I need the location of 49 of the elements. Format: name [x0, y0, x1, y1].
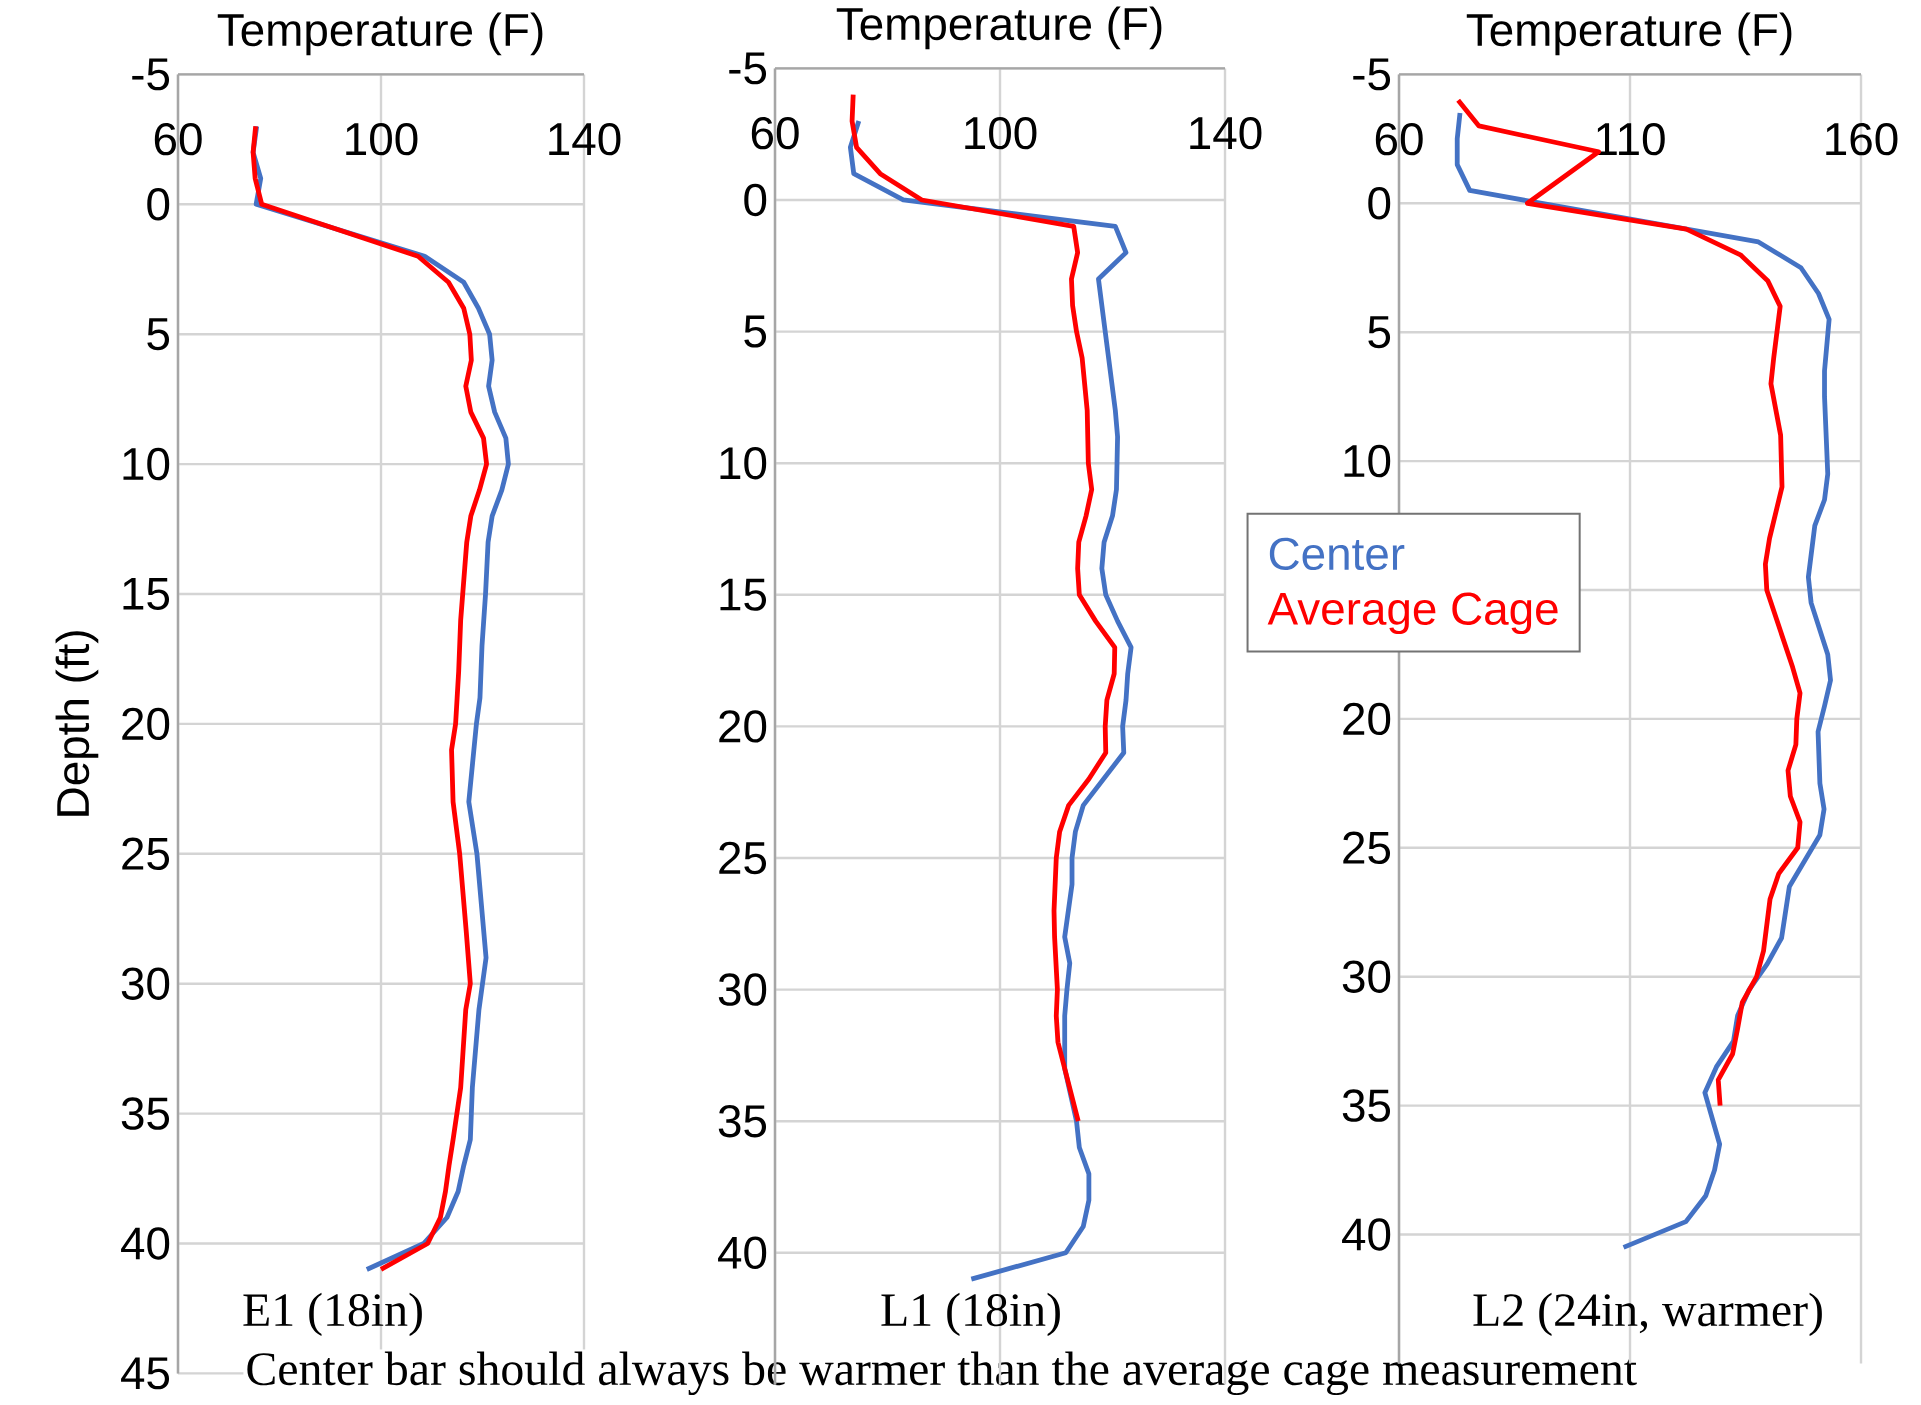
y-tick-label: 15 [123, 577, 170, 610]
x-tick-label: 100 [965, 116, 1037, 150]
y-tick-label: 25 [1343, 831, 1391, 864]
y-tick-label: 10 [720, 446, 767, 480]
y-axis-title: Depth (ft) [55, 631, 99, 816]
x-tick-label: 140 [1190, 116, 1262, 150]
annotation: L2 (24in, warmer) [1473, 1292, 1822, 1336]
y-tick-label: 10 [123, 447, 170, 481]
text: Average Cage [1267, 592, 1558, 634]
annotation: Center bar should always be warmer than the average cage measurement [247, 1351, 1637, 1395]
y-tick-label: 30 [718, 973, 767, 1006]
y-tick-label: 30 [1342, 960, 1391, 993]
x-tick-label: 60 [154, 122, 202, 156]
y-tick-label: -5 [132, 58, 170, 91]
x-tick-label: 140 [549, 122, 621, 156]
text: Center [1269, 537, 1405, 570]
y-tick-label: 10 [1344, 444, 1391, 478]
y-tick-label: 0 [1368, 186, 1391, 220]
y-tick-label: 5 [147, 318, 170, 350]
y-tick-label: 35 [1342, 1089, 1391, 1122]
x-tick-label: 160 [1826, 122, 1898, 156]
y-tick-label: 20 [1343, 702, 1391, 735]
y-tick-label: -5 [729, 52, 767, 85]
x-tick-label: 110 [1596, 122, 1665, 156]
y-tick-label: 5 [744, 315, 767, 348]
y-tick-label: 35 [718, 1104, 767, 1138]
y-tick-label: 20 [122, 707, 170, 740]
y-tick-label: 25 [719, 841, 767, 875]
annotation: E1 (18in) [243, 1292, 422, 1336]
x-axis-title: Temperature (F) [1466, 12, 1792, 56]
x-axis-title: Temperature (F) [217, 12, 543, 56]
x-tick-label: 60 [751, 116, 799, 150]
annotation: L1 (18in) [881, 1292, 1060, 1336]
y-tick-label: 40 [718, 1236, 767, 1269]
y-tick-label: 0 [147, 187, 170, 221]
y-tick-label: 0 [744, 183, 767, 217]
y-tick-label: 20 [719, 709, 767, 743]
y-tick-label: 15 [720, 578, 767, 611]
x-axis-title: Temperature (F) [836, 6, 1162, 50]
y-tick-label: 30 [121, 967, 170, 1000]
y-tick-label: 45 [121, 1357, 170, 1390]
x-tick-label: 60 [1375, 122, 1423, 156]
y-tick-label: 40 [1342, 1218, 1391, 1251]
y-tick-label: -5 [1353, 58, 1391, 91]
y-tick-label: 40 [121, 1227, 170, 1260]
y-tick-label: 25 [122, 837, 170, 870]
y-tick-label: 5 [1368, 316, 1391, 348]
y-tick-label: 35 [121, 1097, 170, 1130]
x-tick-label: 100 [346, 122, 418, 156]
